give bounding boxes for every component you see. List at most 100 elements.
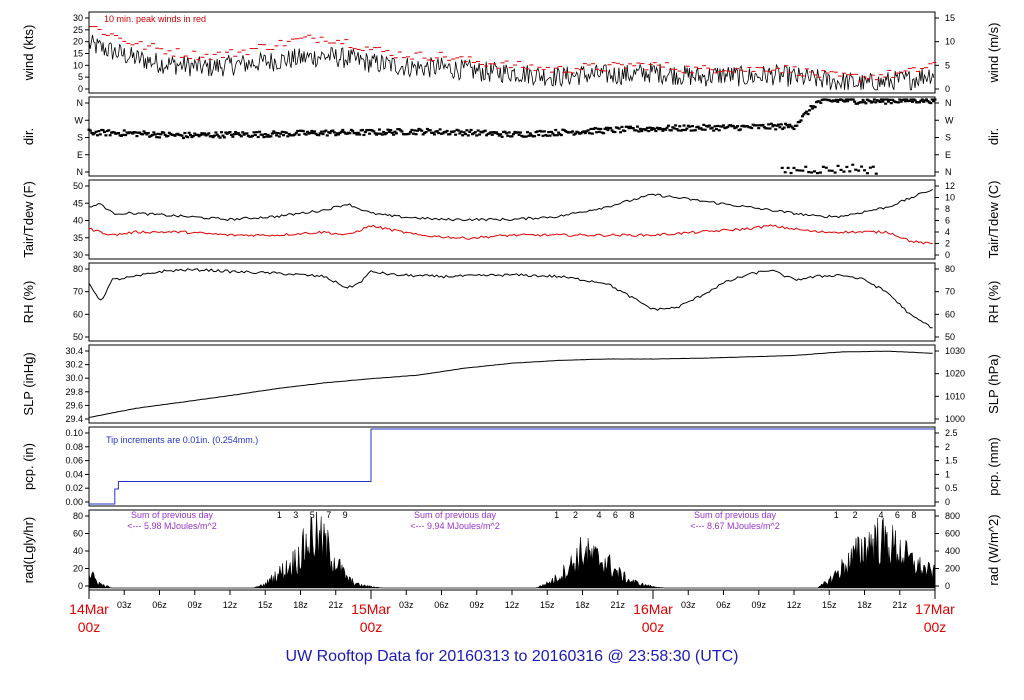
wind-direction-point (789, 171, 793, 175)
wind-direction-point (808, 109, 812, 112)
wind-direction-point (800, 115, 804, 118)
y-tick-label-left: N (77, 98, 84, 108)
wind-direction-point (795, 169, 799, 172)
wind-direction-point (153, 133, 157, 136)
wind-direction-point (533, 135, 537, 138)
wind-direction-point (576, 131, 580, 134)
wind-direction-point (256, 135, 260, 139)
y-tick-label-left: 20 (73, 37, 83, 47)
x-tick-label: 12z (223, 600, 238, 610)
wind-direction-point (836, 100, 840, 103)
x-tick-label: 06z (716, 600, 731, 610)
wind-direction-point (791, 126, 795, 129)
wind-direction-point (186, 136, 190, 139)
wind-direction-point (465, 129, 469, 132)
wind-direction-point (313, 130, 317, 133)
wind-direction-point (899, 100, 903, 103)
wind-direction-point (280, 130, 284, 133)
radiation-hour-marker: 9 (343, 510, 348, 520)
wind-direction-point (173, 134, 177, 137)
wind-direction-point (599, 127, 603, 131)
wind-direction-point (214, 131, 218, 134)
wind-direction-point (143, 132, 147, 135)
wind-direction-point (229, 133, 233, 136)
wind-direction-point (809, 104, 813, 108)
wind-direction-point (394, 132, 398, 135)
wind-direction-point (755, 124, 759, 127)
day-label: 14Mar (69, 601, 109, 617)
wind-direction-point (279, 132, 283, 135)
wind-direction-point (387, 130, 391, 133)
wind-direction-point (861, 98, 865, 102)
wind-direction-point (131, 132, 135, 135)
wind-direction-point (905, 98, 909, 101)
wind-direction-point (511, 133, 515, 136)
y-tick-label-left: N (77, 167, 84, 177)
wind-direction-point (886, 100, 890, 103)
wind-direction-point (385, 132, 389, 135)
x-tick-label: 09z (751, 600, 766, 610)
wind-direction-point (816, 171, 819, 175)
y-tick-label-right: 0 (945, 497, 950, 507)
wind-direction-point (798, 120, 802, 123)
wind-direction-point (420, 129, 424, 132)
wind-direction-point (452, 130, 456, 133)
y-tick-label-left: E (77, 150, 83, 160)
wind-direction-point (366, 128, 370, 132)
wind-direction-point (789, 125, 793, 128)
wind-direction-point (277, 135, 281, 138)
y-axis-label-left: pcp. (in) (21, 443, 36, 490)
wind-direction-point (665, 126, 669, 129)
y-tick-label-left: W (75, 115, 84, 125)
wind-direction-point (437, 131, 441, 135)
radiation-hour-marker: 1 (834, 510, 839, 520)
wind-direction-point (146, 131, 150, 135)
wind-direction-point (542, 130, 546, 133)
wind-direction-point (874, 101, 878, 104)
precip-note: Tip increments are 0.01in. (0.254mm.) (106, 435, 258, 445)
wind-direction-point (251, 134, 255, 137)
wind-direction-point (734, 126, 738, 129)
wind-direction-point (287, 132, 291, 136)
wind-direction-point (690, 124, 694, 128)
wind-direction-point (779, 123, 783, 126)
wind-direction-point (627, 127, 631, 130)
wind-direction-point (373, 132, 377, 135)
wind-direction-point (104, 134, 108, 137)
wind-direction-point (475, 134, 479, 137)
radiation-sum-value: <--- 9.94 MJoules/m^2 (410, 521, 500, 531)
wind-direction-point (468, 130, 472, 133)
wind-direction-point (355, 133, 359, 136)
y-tick-label-left: 5 (78, 72, 83, 82)
wind-direction-point (839, 168, 843, 172)
y-tick-label-left: 25 (73, 25, 83, 35)
wind-direction-point (817, 100, 821, 103)
y-axis-label-left: Tair/Tdew (F) (21, 181, 36, 258)
wind-direction-point (559, 133, 563, 137)
wind-direction-point (888, 98, 892, 101)
y-tick-label-left: 60 (73, 309, 83, 319)
wind-direction-point (424, 130, 428, 134)
wind-direction-point (203, 132, 207, 135)
wind-direction-point (769, 122, 773, 125)
wind-direction-point (672, 127, 676, 130)
wind-direction-point (382, 130, 386, 134)
y-axis-label-right: dir. (986, 128, 1001, 145)
wind-direction-point (645, 126, 649, 129)
wind-direction-point (717, 129, 721, 132)
y-tick-label-right: 1.5 (945, 456, 958, 466)
wind-direction-point (925, 98, 929, 101)
x-tick-label: 21z (892, 600, 907, 610)
radiation-hour-marker: 3 (293, 510, 298, 520)
wind-direction-point (595, 131, 599, 134)
wind-direction-point (466, 134, 470, 137)
wind-direction-point (461, 134, 465, 137)
wind-direction-point (655, 126, 659, 129)
y-tick-label-right: 1020 (945, 369, 965, 379)
wind-direction-point (358, 133, 362, 136)
y-tick-label-left: S (77, 133, 83, 143)
wind-direction-point (860, 165, 864, 168)
wind-direction-point (215, 133, 219, 136)
y-tick-label-right: 60 (945, 309, 955, 319)
